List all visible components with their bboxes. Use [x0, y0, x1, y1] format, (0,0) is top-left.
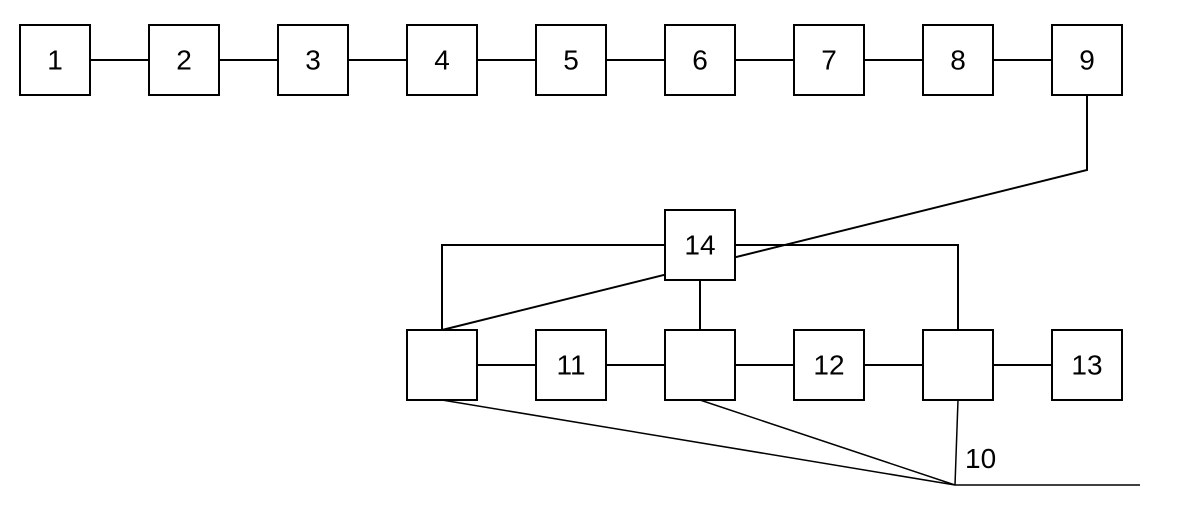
connector-poly — [442, 95, 1087, 330]
block-label: 8 — [950, 45, 966, 76]
leader-line — [700, 400, 955, 485]
connector-poly — [735, 245, 958, 330]
leader-line — [442, 400, 955, 485]
block-label: 1 — [47, 45, 63, 76]
block-label: 2 — [176, 45, 192, 76]
leader-label: 10 — [965, 443, 996, 474]
block-empty — [407, 330, 477, 400]
block-label: 6 — [692, 45, 708, 76]
block-empty — [665, 330, 735, 400]
block-label: 3 — [305, 45, 321, 76]
block-label: 13 — [1071, 350, 1102, 381]
block-label: 11 — [556, 350, 585, 381]
block-label: 14 — [684, 230, 715, 261]
block-label: 5 — [563, 45, 579, 76]
connector-poly — [442, 245, 665, 330]
block-label: 4 — [434, 45, 450, 76]
block-label: 9 — [1079, 45, 1095, 76]
block-label: 12 — [813, 350, 844, 381]
block-empty — [923, 330, 993, 400]
leader-line — [955, 400, 958, 485]
block-label: 7 — [821, 45, 837, 76]
block-diagram: 1234567891411121310 — [0, 0, 1194, 510]
